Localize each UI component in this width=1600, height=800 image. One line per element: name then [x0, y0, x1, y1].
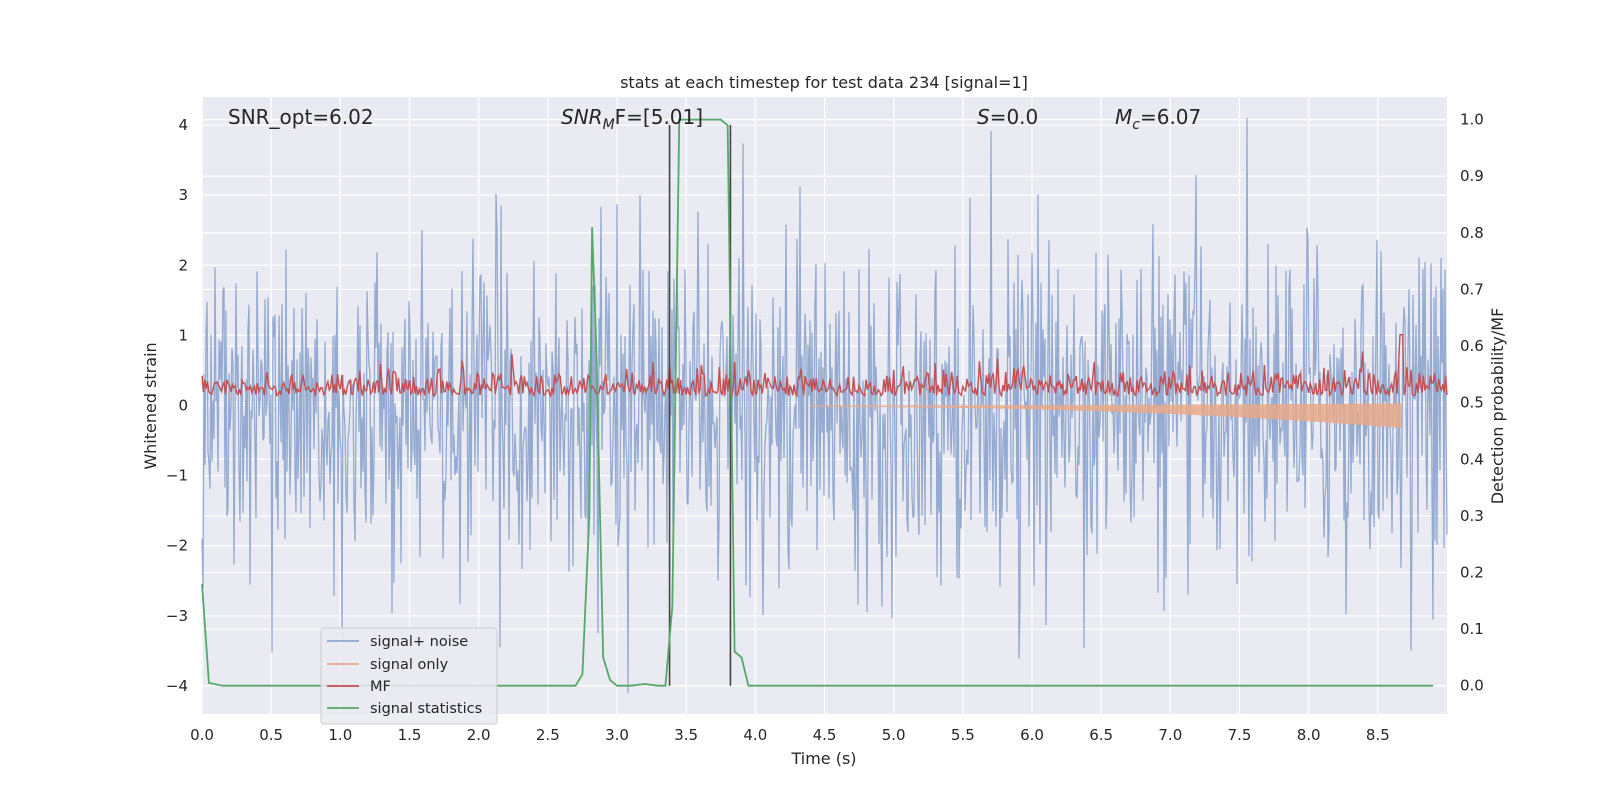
legend-box [320, 627, 498, 725]
x-tick-label: 4.0 [743, 726, 767, 744]
legend-label-signal-only: signal only [370, 657, 449, 673]
y-tick-label-right: 0.6 [1460, 337, 1484, 355]
series-signal-noise [201, 118, 1448, 693]
annotation-snr-opt: SNR_opt=6.02 [228, 105, 374, 129]
y-tick-label-right: 0.1 [1460, 620, 1484, 638]
x-tick-label: 3.0 [605, 726, 629, 744]
y-tick-label-left: −3 [166, 607, 188, 625]
y-tick-label-left: 3 [178, 186, 188, 204]
x-tick-label: 3.5 [674, 726, 698, 744]
legend: signal+ noise signal only MF signal stat… [320, 627, 498, 725]
mc-sub: c [1132, 117, 1140, 133]
signal-noise-line [201, 118, 1448, 693]
legend-label-signal-statistics: signal statistics [370, 701, 482, 717]
mf-line [201, 334, 1448, 399]
y-tick-label-right: 1.0 [1460, 111, 1484, 129]
vertical-markers [668, 125, 732, 686]
annotation-s: S=0.0 [977, 105, 1038, 129]
s-italic: S [977, 105, 990, 129]
s-rest: =0.0 [990, 105, 1039, 129]
legend-label-mf: MF [370, 679, 391, 695]
x-tick-label: 5.0 [882, 726, 906, 744]
axis-ticks: 0.0 0.5 1.0 1.5 2.0 2.5 3.0 3.5 4.0 4.5 5.0 5.5 6.0 6… [166, 111, 1484, 744]
y-axis-label-left: Whitened strain [141, 342, 160, 469]
y-tick-label-right: 0.3 [1460, 507, 1484, 525]
y-tick-label-right: 0.7 [1460, 280, 1484, 298]
x-tick-label: 5.5 [951, 726, 975, 744]
annotation-mc: Mc=6.07 [1115, 105, 1201, 133]
x-tick-label: 1.5 [398, 726, 422, 744]
x-tick-label: 0.5 [259, 726, 283, 744]
y-tick-label-left: 1 [178, 326, 188, 344]
x-tick-label: 4.5 [813, 726, 837, 744]
mc-italic: M [1115, 105, 1132, 129]
y-tick-label-left: 0 [178, 397, 188, 415]
y-tick-label-right: 0.8 [1460, 224, 1484, 242]
y-tick-label-left: −4 [166, 677, 188, 695]
x-tick-label: 7.5 [1228, 726, 1252, 744]
y-tick-label-right: 0.5 [1460, 394, 1484, 412]
snr-mf-main: SNR [561, 105, 603, 129]
snr-mf-sub: M [603, 117, 615, 133]
y-tick-label-left: 2 [178, 256, 188, 274]
x-tick-label: 2.0 [467, 726, 491, 744]
mc-rest: =6.07 [1140, 105, 1201, 129]
x-tick-label: 2.5 [536, 726, 560, 744]
annotation-snr-mf: SNRMF=[5.01] [561, 105, 703, 133]
series-signal-only [810, 403, 1402, 428]
chart-title: stats at each timestep for test data 234… [620, 73, 1028, 92]
x-tick-label: 7.0 [1158, 726, 1182, 744]
x-tick-label: 8.0 [1297, 726, 1321, 744]
signal-only-envelope [810, 403, 1402, 428]
x-axis-label: Time (s) [790, 749, 856, 768]
x-tick-label: 6.0 [1020, 726, 1044, 744]
snr-mf-rest: F=[5.01] [615, 105, 703, 129]
x-tick-label: 0.0 [190, 726, 214, 744]
y-tick-label-left: 4 [178, 116, 188, 134]
y-tick-label-right: 0.9 [1460, 167, 1484, 185]
y-tick-label-left: −1 [166, 467, 188, 485]
y-tick-label-left: −2 [166, 537, 188, 555]
x-tick-label: 6.5 [1089, 726, 1113, 744]
x-tick-label: 8.5 [1366, 726, 1390, 744]
y-tick-label-right: 0.2 [1460, 563, 1484, 581]
series-mf [201, 334, 1448, 399]
y-axis-label-right: Detection probability/MF [1488, 308, 1507, 505]
x-tick-label: 1.0 [328, 726, 352, 744]
y-tick-label-right: 0.4 [1460, 450, 1484, 468]
y-tick-label-right: 0.0 [1460, 677, 1484, 695]
legend-label-signal-noise: signal+ noise [370, 634, 468, 650]
